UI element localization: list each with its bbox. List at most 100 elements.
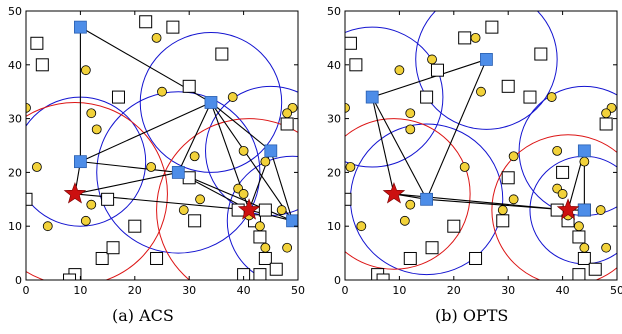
yellow-circle-marker <box>356 221 367 232</box>
y-tick-label: 0 <box>15 274 22 287</box>
yellow-circle-marker <box>189 151 200 162</box>
hollow-square-marker <box>269 262 283 276</box>
yellow-circle-marker <box>178 205 189 215</box>
yellow-circle-marker <box>86 199 97 210</box>
hollow-square-marker <box>111 90 125 104</box>
plot-frame <box>25 10 299 281</box>
yellow-circle-marker <box>470 33 481 43</box>
hollow-square-marker <box>345 36 357 50</box>
coverage-circle-blue <box>345 26 444 168</box>
hollow-square-marker <box>572 268 586 280</box>
hollow-square-marker <box>523 90 537 104</box>
coverage-circle-red <box>345 118 471 270</box>
x-tick-label: 0 <box>342 284 349 297</box>
coverage-circle-blue <box>226 155 298 280</box>
y-tick-label: 30 <box>8 113 22 126</box>
y-tick-label: 10 <box>327 220 341 233</box>
hollow-square-marker <box>258 251 272 265</box>
hollow-square-marker <box>550 203 564 217</box>
link-line <box>80 161 179 173</box>
yellow-circle-marker <box>157 86 167 97</box>
blue-square-marker <box>577 144 591 158</box>
hollow-square-marker <box>599 117 613 131</box>
yellow-circle-marker <box>405 108 416 119</box>
blue-square-marker <box>420 192 434 206</box>
hollow-square-marker <box>501 171 515 185</box>
panel-opts: 0 10 20 30 40 50 0 10 20 30 40 50 <box>327 5 622 297</box>
hollow-square-marker <box>258 203 272 217</box>
yellow-circle-marker <box>508 151 519 162</box>
hollow-square-marker <box>349 58 363 72</box>
link-line <box>270 150 294 221</box>
yellow-circle-marker <box>260 242 271 253</box>
hollow-square-marker <box>30 36 44 50</box>
yellow-circle-marker <box>151 33 162 43</box>
hollow-square-marker <box>577 251 591 265</box>
yellow-circle-marker <box>601 242 612 253</box>
hollow-square-marker <box>188 214 202 228</box>
coverage-circle-blue <box>96 91 261 254</box>
yellow-circle-marker <box>238 189 249 199</box>
y-tick-label: 10 <box>8 220 22 233</box>
yellow-circle-marker <box>260 156 271 167</box>
blue-square-marker <box>577 203 591 217</box>
x-tick-label: 40 <box>556 284 570 297</box>
hollow-square-marker <box>496 214 510 228</box>
yellow-circle-marker <box>476 86 486 97</box>
yellow-circle-marker <box>405 199 416 210</box>
plot-area <box>26 15 298 280</box>
x-tick-label: 30 <box>182 284 196 297</box>
yellow-circle-marker <box>579 156 590 167</box>
caption-opts: (b) OPTS <box>435 306 509 325</box>
yellow-circle-marker <box>459 162 470 172</box>
hollow-square-marker <box>501 79 515 93</box>
yellow-circle-marker <box>546 92 557 102</box>
hollow-square-marker <box>182 171 196 185</box>
yellow-circle-marker <box>427 54 437 65</box>
x-tick-label: 50 <box>610 284 622 297</box>
red-star-marker <box>556 198 580 220</box>
panel-acs: 0 10 20 30 40 50 0 10 20 30 40 50 <box>8 5 305 297</box>
yellow-circle-marker <box>405 124 416 135</box>
link-line <box>210 102 294 222</box>
blue-square-marker <box>365 90 379 104</box>
hollow-square-marker <box>182 79 196 93</box>
coverage-circle-blue <box>415 11 558 130</box>
hollow-square-marker <box>420 90 434 104</box>
plot-area <box>345 11 617 280</box>
yellow-circle-marker <box>345 162 356 172</box>
link-line <box>210 102 272 152</box>
blue-square-marker <box>74 20 87 34</box>
y-tick-label: 20 <box>8 166 22 179</box>
yellow-circle-marker <box>595 205 606 215</box>
blue-square-marker <box>204 96 218 109</box>
hollow-square-marker <box>215 47 229 61</box>
yellow-circle-marker <box>255 221 265 232</box>
y-tick-label: 40 <box>8 59 22 72</box>
yellow-circle-marker <box>282 108 293 119</box>
link-line <box>178 171 293 222</box>
hollow-square-marker <box>26 192 33 206</box>
blue-square-marker <box>286 214 298 228</box>
yellow-circle-marker <box>31 162 42 172</box>
y-tick-label: 50 <box>327 5 341 18</box>
yellow-circle-marker <box>227 92 238 102</box>
hollow-square-marker <box>150 251 164 265</box>
yellow-circle-marker <box>399 215 410 226</box>
blue-square-marker <box>480 53 493 66</box>
hollow-square-marker <box>237 268 251 280</box>
hollow-square-marker <box>166 20 180 34</box>
hollow-square-marker <box>376 273 390 280</box>
hollow-square-marker <box>345 192 352 206</box>
hollow-square-marker <box>588 262 602 276</box>
hollow-square-marker <box>231 203 245 217</box>
x-tick-label: 10 <box>392 284 406 297</box>
hollow-square-marker <box>128 219 142 233</box>
coverage-circle-blue <box>518 85 617 216</box>
x-tick-label: 40 <box>237 284 251 297</box>
yellow-circle-marker <box>282 242 293 253</box>
y-tick-label: 50 <box>8 5 22 18</box>
link-line <box>74 171 179 195</box>
link-line <box>80 101 212 163</box>
